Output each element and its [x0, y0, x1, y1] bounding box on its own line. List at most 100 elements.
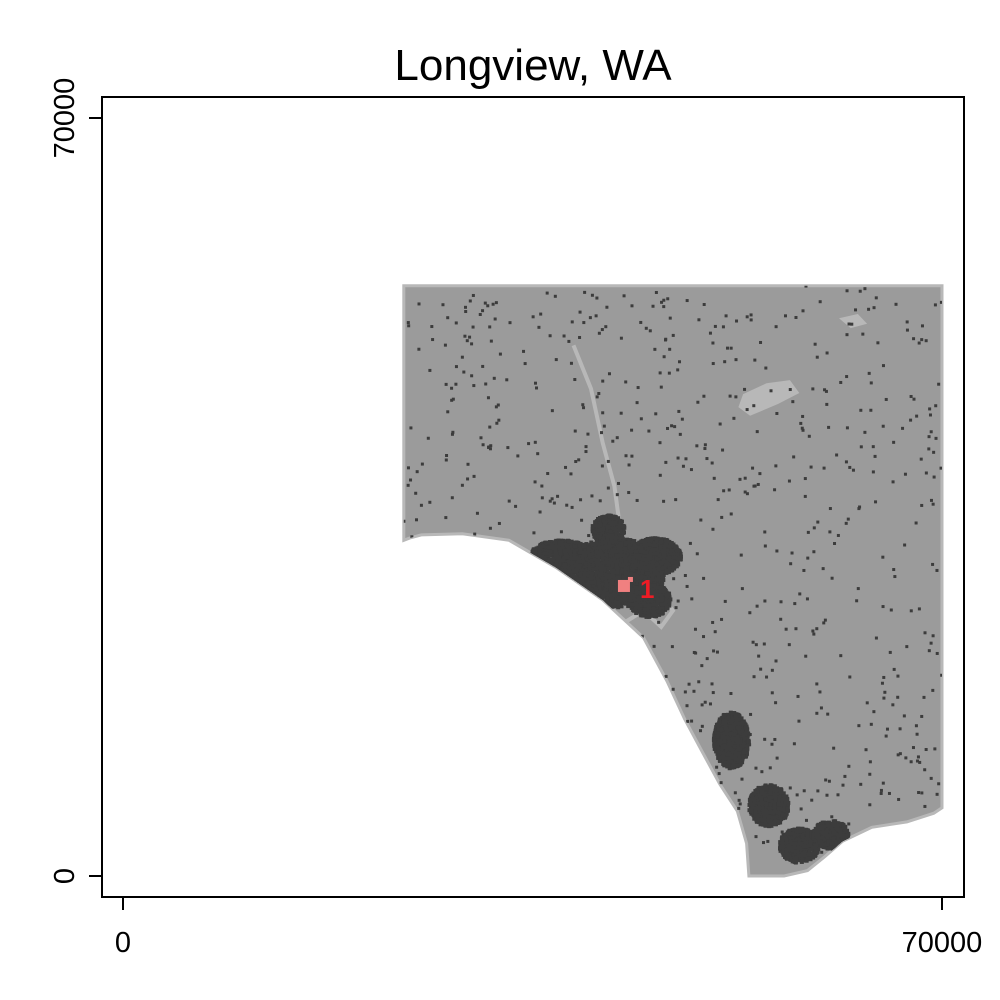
urban-cell	[597, 601, 602, 606]
urban-cell	[605, 564, 610, 569]
urban-cell	[597, 583, 602, 588]
urban-cell	[614, 593, 619, 598]
urban-cell	[612, 604, 617, 609]
urban-cell	[548, 558, 553, 563]
urban-cell	[636, 605, 641, 610]
urban-cell	[642, 543, 647, 548]
urban-cell	[604, 575, 609, 580]
urban-cell	[613, 576, 618, 581]
urban-cell	[571, 586, 576, 591]
urban-cell	[618, 547, 623, 552]
urban-cell	[650, 555, 655, 560]
urban-cell	[671, 560, 676, 565]
urban-cell	[612, 568, 617, 573]
urban-cell	[615, 575, 620, 580]
urban-cell	[648, 606, 653, 611]
urban-cell	[594, 598, 599, 603]
urban-cell	[588, 593, 593, 598]
urban-cell	[585, 568, 590, 573]
urban-cell	[660, 602, 665, 607]
urban-cell	[585, 582, 590, 587]
urban-cell	[657, 567, 662, 572]
urban-cell	[573, 586, 578, 591]
urban-cell	[591, 599, 596, 604]
urban-cell	[652, 612, 657, 617]
urban-cell	[592, 580, 597, 585]
urban-cell	[638, 586, 643, 591]
urban-cell	[585, 598, 590, 603]
urban-cell	[639, 575, 644, 580]
urban-cell	[633, 544, 638, 549]
urban-cell	[664, 605, 669, 610]
urban-cell	[612, 547, 617, 552]
urban-cell	[569, 587, 574, 592]
urban-cell	[628, 595, 633, 600]
urban-cell	[623, 571, 628, 576]
urban-cell	[588, 548, 593, 553]
urban-cell	[584, 591, 589, 596]
urban-cell	[616, 605, 621, 610]
urban-cell	[568, 579, 573, 584]
urban-cell	[631, 587, 636, 592]
urban-cell	[646, 546, 651, 551]
urban-cell	[572, 588, 577, 593]
urban-cell	[646, 582, 651, 587]
region-layer	[402, 284, 944, 878]
urban-cell	[537, 562, 542, 567]
urban-cell	[663, 563, 668, 568]
urban-cell	[644, 591, 649, 596]
urban-cell	[659, 598, 664, 603]
urban-cell	[642, 581, 647, 586]
urban-cell	[576, 586, 581, 591]
urban-cell	[654, 609, 659, 614]
urban-cell	[571, 589, 576, 594]
urban-cell	[563, 552, 568, 557]
urban-cell	[599, 570, 604, 575]
urban-cell	[534, 553, 539, 558]
urban-cell	[604, 580, 609, 585]
urban-cell	[568, 546, 573, 551]
urban-cell	[654, 592, 659, 597]
urban-cell	[529, 555, 534, 560]
urban-cell	[628, 555, 633, 560]
urban-cell	[615, 543, 620, 548]
urban-cell	[574, 586, 579, 591]
urban-cell	[571, 587, 576, 592]
urban-cell	[654, 556, 659, 561]
urban-cell	[658, 589, 663, 594]
urban-cell	[603, 599, 608, 604]
urban-cell	[662, 561, 667, 566]
urban-cell	[604, 582, 609, 587]
urban-cell	[596, 562, 601, 567]
urban-cell	[638, 572, 643, 577]
urban-cell	[620, 598, 625, 603]
urban-cell	[667, 544, 672, 549]
urban-cell	[606, 571, 611, 576]
urban-cell	[606, 544, 611, 549]
urban-cell	[641, 579, 646, 584]
urban-cell	[630, 590, 635, 595]
urban-cell	[595, 576, 600, 581]
urban-cell	[538, 562, 543, 567]
urban-cell	[600, 564, 605, 569]
urban-cell	[615, 560, 620, 565]
urban-cell	[633, 549, 638, 554]
urban-cell	[610, 579, 615, 584]
urban-cell	[596, 592, 601, 597]
urban-cell	[575, 592, 580, 597]
urban-cell	[537, 561, 542, 566]
urban-cell	[575, 561, 580, 566]
urban-cell	[570, 569, 575, 574]
urban-cell	[650, 577, 655, 582]
urban-cell	[582, 590, 587, 595]
urban-cell	[655, 551, 660, 556]
urban-cell	[602, 566, 607, 571]
urban-cell	[582, 573, 587, 578]
urban-cell	[540, 565, 545, 570]
urban-cell	[550, 542, 555, 547]
urban-cell	[599, 574, 604, 579]
urban-cell	[610, 563, 615, 568]
urban-cell	[535, 563, 540, 568]
urban-cell	[649, 548, 654, 553]
urban-cell	[532, 562, 537, 567]
